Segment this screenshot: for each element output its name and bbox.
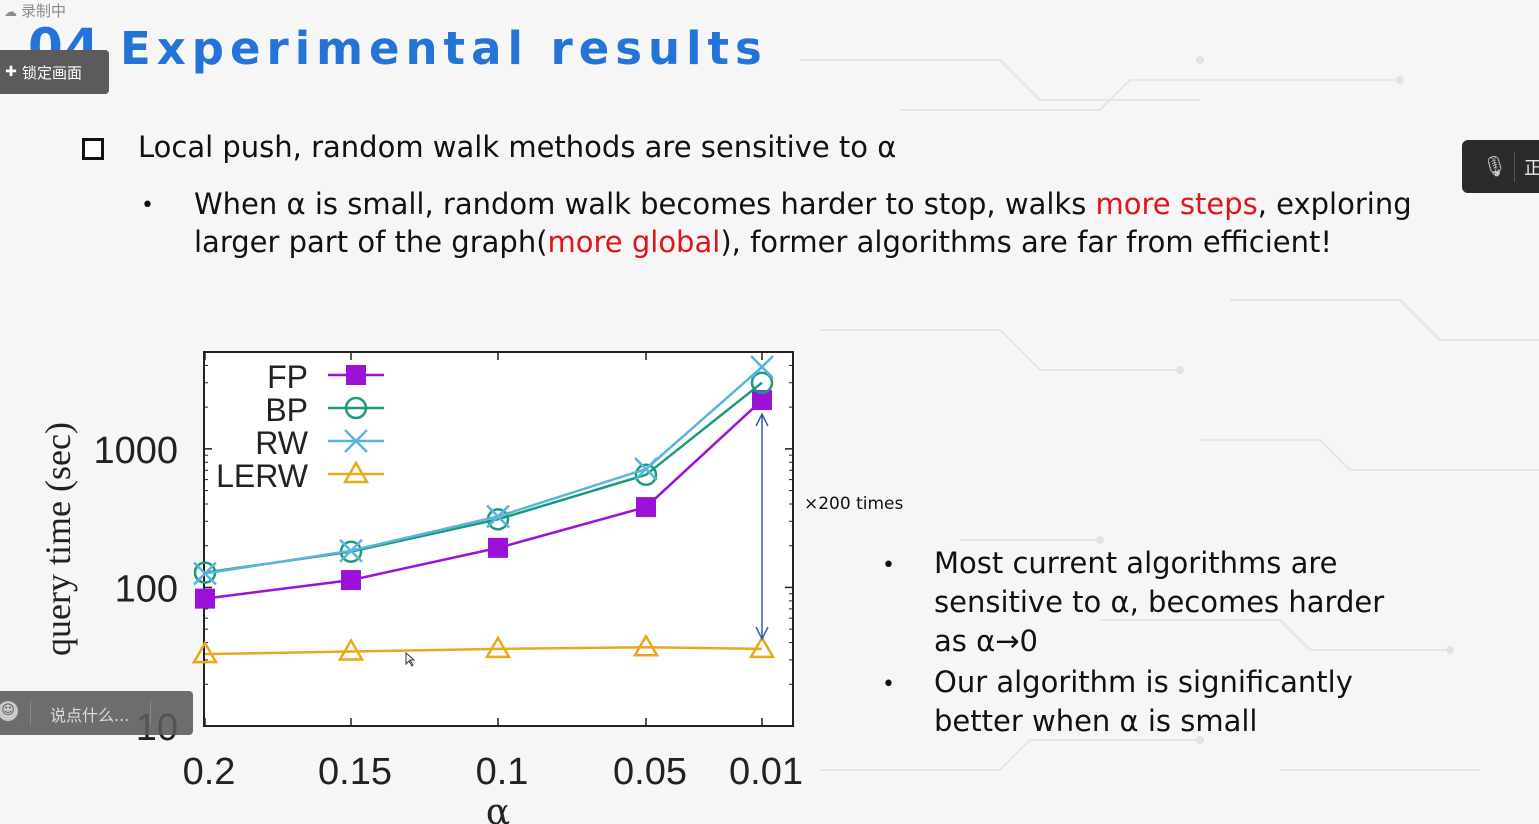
recording-indicator: ☁ 录制中 [4, 2, 67, 20]
query-time-chart: 0.20.150.10.050.01101001000αquery time (… [38, 351, 803, 824]
right-bullet-1: Most current algorithms are sensitive to… [934, 546, 1385, 658]
legend-label-fp: FP [267, 359, 308, 395]
x-tick-label: 0.2 [183, 751, 236, 793]
data-point-fp [488, 537, 508, 558]
chat-input-bar[interactable]: ☺ 说点什么... [0, 691, 193, 735]
sub-line-2: larger part of the graph(more global), f… [194, 225, 1332, 259]
ratio-arrow-head-bottom [755, 626, 769, 641]
smile-icon[interactable]: ☺ [0, 701, 18, 721]
pin-icon: ✚ [5, 64, 17, 80]
y-axis-label: query time (sec) [38, 422, 78, 656]
data-point-rw [193, 561, 217, 586]
data-point-rw [750, 355, 774, 379]
legend-marker-rw [344, 429, 368, 453]
slide-title: Experimental results [120, 22, 768, 75]
data-point-bp [750, 371, 774, 394]
data-point-lerw [632, 633, 660, 657]
legend-marker-lerw [342, 460, 370, 484]
x-axis-label: α [486, 792, 510, 824]
highlight-more-global: more global [547, 225, 721, 259]
data-point-fp [341, 570, 361, 591]
legend-label-lerw: LERW [216, 458, 309, 494]
sub-line-1: When α is small, random walk becomes har… [194, 187, 1412, 221]
bullet-sub-text: When α is small, random walk becomes har… [194, 185, 1412, 261]
right-bullet-dot-1: • [882, 553, 895, 578]
right-bullet-2: Our algorithm is significantly better wh… [934, 665, 1353, 738]
legend-marker-bp [344, 396, 368, 420]
muted-mic-icon[interactable]: 🎙 [1482, 154, 1508, 178]
data-point-lerw [748, 635, 776, 659]
data-point-rw [486, 504, 510, 529]
cloud-icon: ☁ [4, 5, 17, 20]
highlight-more-steps: more steps [1095, 187, 1258, 221]
x-tick-label: 0.01 [729, 751, 803, 793]
mouse-cursor-icon [405, 651, 416, 667]
series-line-lerw [204, 646, 763, 656]
panel-text: 正 [1524, 158, 1539, 179]
lock-screen-button[interactable]: ✚ 锁定画面 [0, 50, 109, 94]
lock-screen-label: 锁定画面 [22, 63, 83, 82]
legend-label-bp: BP [265, 392, 308, 428]
bullet-main-text: Local push, random walk methods are sens… [138, 130, 897, 164]
data-point-lerw [191, 640, 219, 664]
chat-placeholder[interactable]: 说点什么... [50, 706, 130, 725]
data-point-rw [339, 538, 363, 563]
x-tick-label: 0.15 [318, 751, 392, 793]
data-point-fp [636, 497, 656, 518]
data-point-fp [752, 390, 772, 411]
ratio-annotation: ×200 times [804, 494, 904, 514]
data-point-lerw [484, 635, 512, 659]
y-tick-label: 100 [115, 568, 178, 610]
y-tick-label: 1000 [93, 430, 178, 472]
mic-control-panel[interactable]: 🎙 正 [1462, 140, 1539, 193]
panel-divider [1514, 152, 1515, 182]
square-bullet-icon [82, 138, 104, 160]
data-point-fp [195, 588, 215, 609]
x-tick-label: 0.1 [476, 751, 529, 793]
legend-marker-fp [346, 365, 366, 385]
ratio-arrow-head-top [755, 412, 769, 427]
data-point-lerw [337, 637, 365, 661]
chat-divider-2 [150, 701, 151, 725]
legend-label-rw: RW [255, 425, 309, 461]
bullet-dot: • [141, 193, 154, 218]
data-point-rw [634, 457, 658, 481]
data-point-bp [634, 463, 658, 487]
right-bullet-dot-2: • [882, 672, 895, 697]
chat-divider [30, 701, 31, 725]
x-tick-label: 0.05 [613, 751, 687, 793]
